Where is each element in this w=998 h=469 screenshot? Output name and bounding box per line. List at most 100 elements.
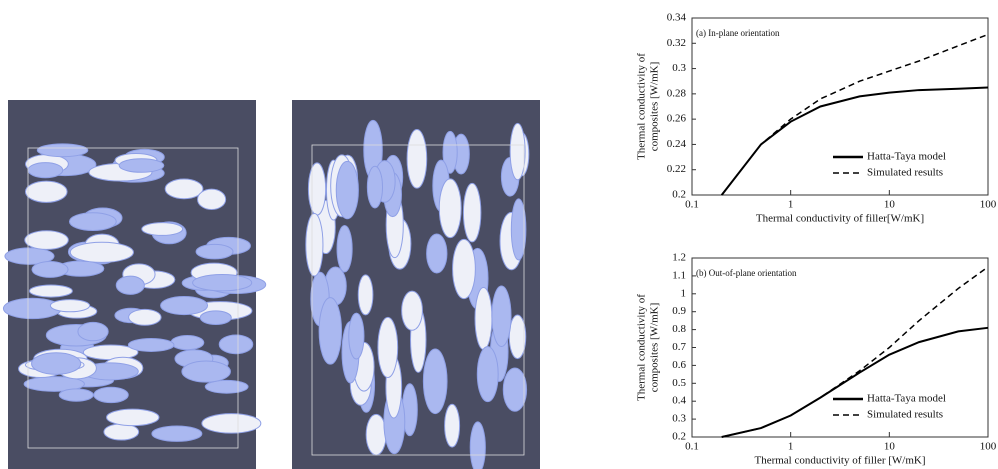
- y-tick-label: 0.8: [672, 323, 686, 335]
- annotation: (b) Out-of-plane orientation: [696, 268, 797, 278]
- particle: [25, 181, 67, 202]
- particle: [492, 286, 511, 346]
- y-tick-label: 0.24: [667, 138, 687, 150]
- y-tick-label: 0.32: [667, 37, 686, 49]
- particle: [367, 166, 382, 208]
- series-line: [722, 328, 988, 437]
- particle: [37, 144, 87, 157]
- x-tick-label: 10: [884, 441, 896, 453]
- particle: [78, 322, 108, 340]
- x-tick-label: 1: [788, 199, 794, 211]
- particle: [142, 223, 183, 236]
- particle: [196, 244, 233, 258]
- particle: [152, 426, 202, 441]
- series-line: [722, 88, 988, 195]
- particle: [59, 389, 93, 401]
- y-tick-label: 0.2: [672, 431, 686, 443]
- particle: [165, 179, 203, 199]
- y-tick-label: 1.1: [672, 269, 686, 281]
- y-tick-label: 0.4: [672, 395, 686, 407]
- particle: [116, 276, 144, 294]
- particle: [182, 361, 231, 382]
- particle: [219, 335, 253, 354]
- y-tick-label: 0.7: [672, 341, 686, 353]
- particle: [202, 414, 261, 433]
- particle: [306, 213, 323, 276]
- particle: [107, 409, 159, 426]
- particle: [28, 163, 63, 178]
- y-axis-label: composites [W/mK]: [649, 303, 661, 393]
- x-tick-label: 0.1: [685, 441, 699, 453]
- x-tick-label: 1: [788, 441, 794, 453]
- particle: [193, 275, 252, 291]
- series-line: [722, 267, 988, 437]
- annotation: (a) In-plane orientation: [696, 28, 780, 38]
- particle: [50, 300, 89, 312]
- figure: 0.2 0.22 0.24 0.26 0.28 0.3 0.32 0.34 0.1 1 10 100 T…: [0, 0, 998, 469]
- particle: [69, 213, 116, 231]
- particle: [463, 183, 480, 242]
- particle: [32, 261, 68, 277]
- y-tick-label: 0.3: [672, 62, 686, 74]
- particle: [427, 234, 447, 273]
- particle: [32, 353, 81, 375]
- particle: [475, 287, 492, 349]
- particle: [319, 298, 341, 365]
- particle: [70, 242, 133, 262]
- y-tick-label: 0.5: [672, 377, 686, 389]
- legend-label: Simulated results: [867, 167, 943, 179]
- particle: [378, 317, 398, 377]
- particle: [453, 239, 476, 298]
- particle: [25, 231, 69, 250]
- series-line: [722, 34, 988, 195]
- x-tick-label: 100: [980, 441, 997, 453]
- particle: [104, 424, 139, 440]
- y-tick-label: 0.9: [672, 305, 686, 317]
- particle: [29, 285, 72, 297]
- legend-label: Hatta-Taya model: [867, 151, 946, 163]
- y-tick-label: 0.3: [672, 413, 686, 425]
- y-tick-label: 1: [681, 287, 687, 299]
- particle: [477, 347, 498, 402]
- particle: [503, 368, 526, 411]
- y-axis-label: Thermal conductivity of: [636, 294, 648, 401]
- particle: [171, 335, 204, 349]
- x-axis-label: Thermal conductivity of filler [W/mK]: [754, 455, 925, 467]
- particle: [94, 387, 128, 402]
- particle: [161, 296, 208, 314]
- y-tick-label: 0.22: [667, 163, 686, 175]
- y-tick-label: 0.26: [667, 113, 687, 125]
- legend-label: Simulated results: [867, 409, 943, 421]
- y-tick-label: 0.2: [672, 189, 686, 201]
- particle: [423, 349, 447, 414]
- particle: [336, 161, 358, 218]
- particle: [337, 225, 352, 272]
- x-axis-label: Thermal conductivity of filler[W/mK]: [756, 213, 924, 225]
- particle: [308, 163, 325, 215]
- particle: [358, 275, 373, 315]
- plot-frame: [692, 18, 988, 195]
- particle: [366, 414, 386, 455]
- y-axis-label: Thermal conductivity of: [636, 53, 648, 160]
- x-tick-label: 100: [980, 199, 997, 211]
- particle: [119, 159, 164, 173]
- particle: [510, 123, 525, 179]
- particle: [349, 313, 364, 359]
- particle: [445, 404, 460, 447]
- y-tick-label: 1.2: [672, 252, 686, 264]
- plot-frame: [692, 258, 988, 437]
- particle: [407, 130, 427, 189]
- particle: [509, 315, 525, 359]
- particle: [128, 339, 174, 352]
- x-tick-label: 0.1: [685, 199, 699, 211]
- particle: [439, 179, 461, 238]
- y-axis-label: composites [W/mK]: [649, 62, 661, 152]
- particle: [198, 189, 226, 209]
- y-tick-label: 0.34: [667, 12, 687, 24]
- particle: [129, 309, 161, 325]
- particle: [200, 311, 231, 325]
- particle: [470, 422, 485, 469]
- y-tick-label: 0.28: [667, 87, 687, 99]
- y-tick-label: 0.6: [672, 359, 686, 371]
- particle: [402, 291, 423, 330]
